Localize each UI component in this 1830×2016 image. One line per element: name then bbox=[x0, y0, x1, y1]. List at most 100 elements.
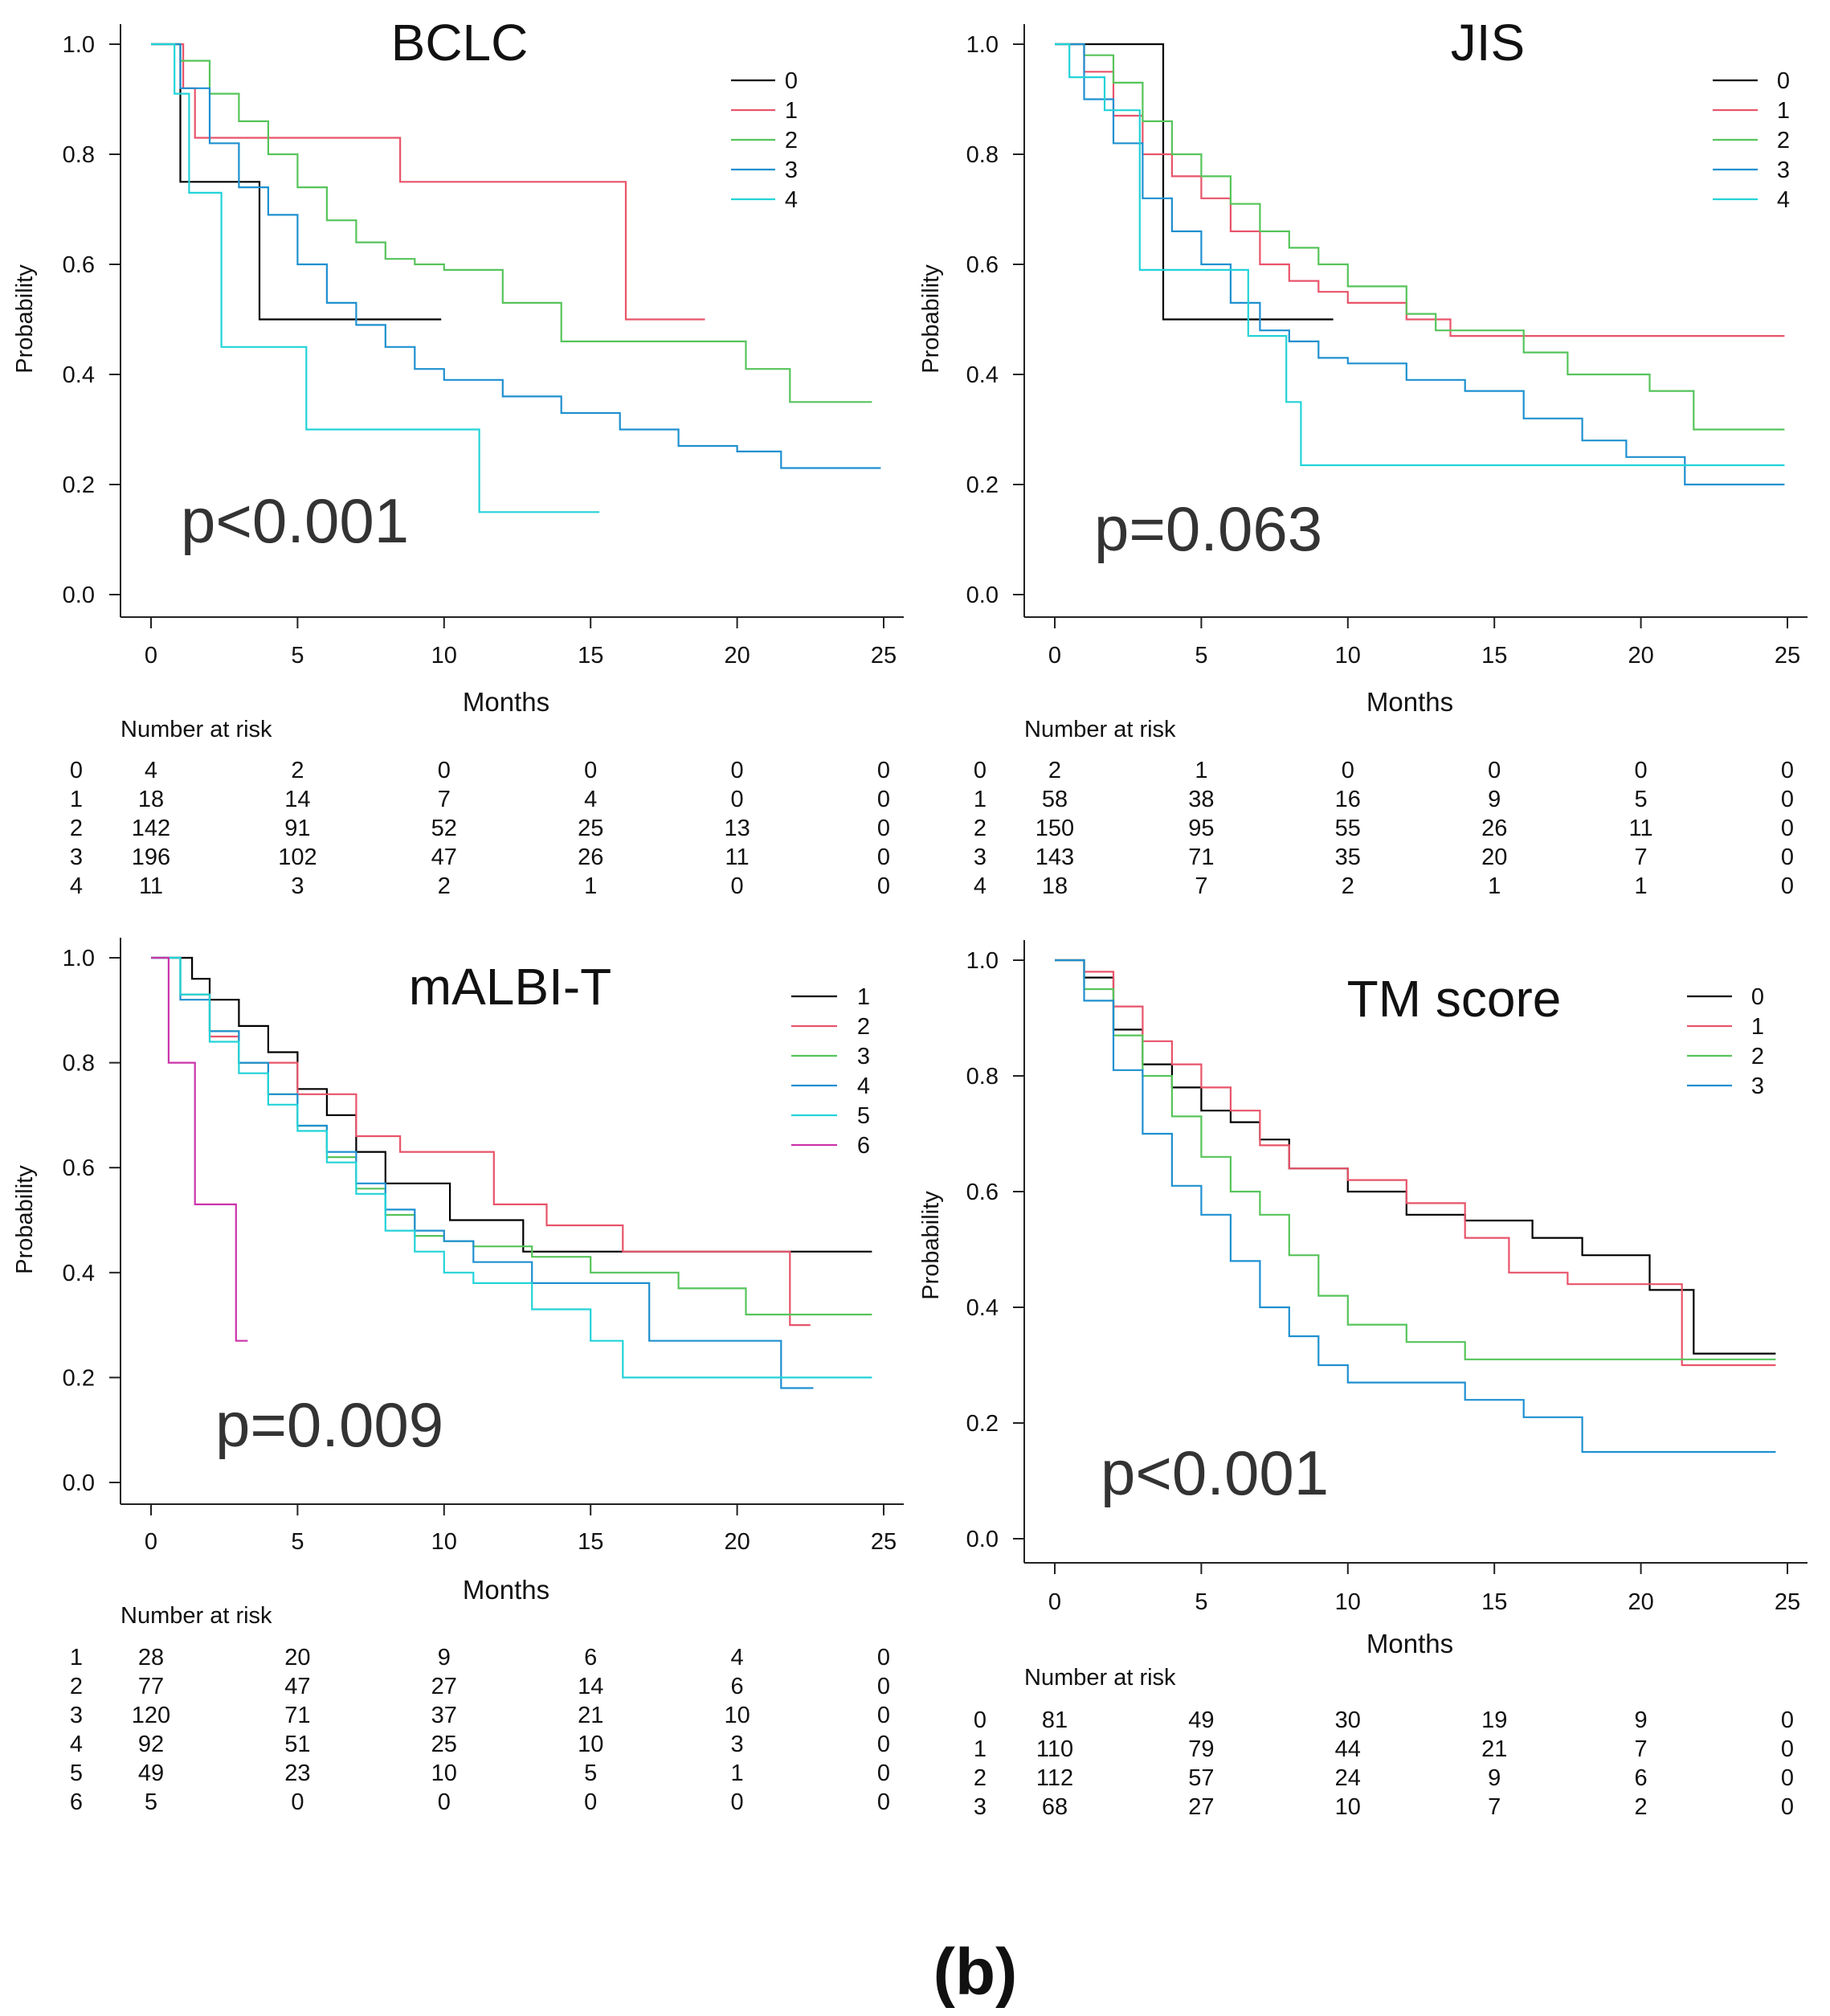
survival-curve-group-6 bbox=[151, 956, 248, 1342]
y-tick-label: 0.0 bbox=[966, 583, 999, 608]
risk-count: 4 bbox=[731, 1645, 744, 1670]
y-tick-label: 0.4 bbox=[966, 1295, 999, 1321]
survival-curve-group-1 bbox=[151, 956, 872, 1253]
risk-count: 0 bbox=[1781, 1794, 1794, 1820]
x-tick-label: 0 bbox=[145, 1529, 157, 1555]
legend-label: 1 bbox=[1751, 1014, 1764, 1040]
risk-count: 35 bbox=[1335, 844, 1361, 870]
risk-count: 11 bbox=[725, 844, 750, 870]
risk-count: 71 bbox=[284, 1703, 310, 1728]
risk-count: 37 bbox=[431, 1703, 457, 1728]
risk-count: 0 bbox=[1781, 1707, 1794, 1733]
survival-curve-group-2 bbox=[151, 43, 872, 403]
risk-count: 81 bbox=[1042, 1707, 1068, 1733]
x-tick-label: 15 bbox=[1481, 643, 1507, 669]
x-tick-label: 15 bbox=[578, 643, 603, 669]
risk-count: 51 bbox=[284, 1732, 310, 1757]
p-value-label: p<0.001 bbox=[1101, 1437, 1329, 1508]
risk-row-group-label: 0 bbox=[974, 758, 986, 783]
x-tick-label: 25 bbox=[871, 643, 897, 669]
risk-count: 9 bbox=[1488, 1765, 1501, 1791]
legend-label: 4 bbox=[785, 187, 798, 213]
x-tick-label: 5 bbox=[291, 1529, 304, 1555]
risk-row-group-label: 2 bbox=[70, 1674, 83, 1699]
risk-row-group-label: 1 bbox=[70, 787, 83, 812]
risk-count: 23 bbox=[284, 1760, 310, 1786]
risk-count: 10 bbox=[431, 1760, 457, 1786]
risk-count: 2 bbox=[1635, 1794, 1648, 1820]
risk-count: 11 bbox=[139, 873, 163, 899]
risk-row-group-label: 2 bbox=[974, 816, 986, 841]
survival-curve-group-1 bbox=[151, 43, 705, 321]
y-tick-label: 0.2 bbox=[63, 1365, 95, 1391]
risk-row-group-label: 4 bbox=[974, 873, 986, 899]
y-axis-title: Probability bbox=[918, 1191, 944, 1300]
x-tick-label: 20 bbox=[1628, 1589, 1653, 1615]
survival-curve-group-4 bbox=[151, 43, 600, 513]
risk-count: 26 bbox=[1481, 816, 1507, 841]
risk-count: 7 bbox=[1195, 873, 1207, 899]
risk-count: 0 bbox=[584, 758, 597, 783]
risk-count: 1 bbox=[1488, 873, 1501, 899]
p-value-label: p=0.009 bbox=[215, 1389, 443, 1460]
risk-row-group-label: 5 bbox=[70, 1760, 83, 1786]
risk-count: 0 bbox=[1342, 758, 1354, 783]
survival-curve-group-5 bbox=[151, 956, 872, 1379]
risk-row-group-label: 3 bbox=[70, 844, 83, 870]
risk-count: 0 bbox=[877, 787, 890, 812]
risk-count: 18 bbox=[138, 787, 164, 812]
risk-count: 4 bbox=[584, 787, 597, 812]
x-tick-label: 20 bbox=[724, 1529, 750, 1555]
risk-count: 0 bbox=[731, 873, 744, 899]
y-tick-label: 0.6 bbox=[63, 1155, 95, 1181]
x-tick-label: 10 bbox=[431, 643, 457, 669]
legend-label: 1 bbox=[1777, 98, 1790, 124]
x-axis-title: Months bbox=[463, 1575, 549, 1605]
legend-label: 2 bbox=[1777, 128, 1790, 153]
risk-count: 21 bbox=[1481, 1736, 1507, 1762]
x-tick-label: 20 bbox=[724, 643, 750, 669]
risk-count: 2 bbox=[291, 758, 304, 783]
risk-count: 7 bbox=[1635, 844, 1648, 870]
y-tick-label: 0.2 bbox=[966, 1411, 999, 1437]
risk-count: 142 bbox=[132, 816, 170, 841]
risk-count: 4 bbox=[145, 758, 157, 783]
survival-curve-group-3 bbox=[151, 43, 881, 469]
risk-row-group-label: 4 bbox=[70, 1732, 83, 1757]
x-tick-label: 10 bbox=[1335, 1589, 1361, 1615]
risk-count: 52 bbox=[431, 816, 457, 841]
risk-count: 19 bbox=[1481, 1707, 1507, 1733]
x-axis-title: Months bbox=[463, 687, 549, 717]
risk-count: 2 bbox=[1342, 873, 1354, 899]
risk-count: 0 bbox=[877, 1732, 890, 1757]
risk-count: 0 bbox=[1781, 844, 1794, 870]
risk-count: 196 bbox=[132, 844, 170, 870]
risk-count: 0 bbox=[1488, 758, 1501, 783]
risk-count: 10 bbox=[1335, 1794, 1361, 1820]
risk-count: 20 bbox=[284, 1645, 310, 1670]
x-tick-label: 10 bbox=[1335, 643, 1361, 669]
y-tick-label: 0.2 bbox=[966, 472, 999, 498]
x-tick-label: 15 bbox=[1481, 1589, 1507, 1615]
risk-count: 79 bbox=[1188, 1736, 1214, 1762]
y-tick-label: 0.6 bbox=[966, 252, 999, 278]
legend-label: 2 bbox=[1751, 1044, 1764, 1069]
risk-count: 7 bbox=[1635, 1736, 1648, 1762]
risk-count: 0 bbox=[877, 1674, 890, 1699]
survival-curve-group-3 bbox=[1055, 43, 1785, 486]
y-tick-label: 1.0 bbox=[63, 32, 95, 58]
risk-count: 150 bbox=[1036, 816, 1074, 841]
risk-count: 58 bbox=[1042, 787, 1068, 812]
risk-count: 77 bbox=[138, 1674, 164, 1699]
panel-title: mALBI-T bbox=[409, 958, 611, 1016]
figure-caption: (b) bbox=[933, 1936, 1018, 2009]
y-tick-label: 0.6 bbox=[63, 252, 95, 278]
legend-label: 0 bbox=[1751, 984, 1764, 1010]
risk-table-title: Number at risk bbox=[1024, 1665, 1176, 1691]
x-tick-label: 0 bbox=[145, 643, 157, 669]
risk-count: 16 bbox=[1335, 787, 1361, 812]
risk-table-title: Number at risk bbox=[1024, 717, 1176, 742]
x-tick-label: 5 bbox=[1195, 1589, 1207, 1615]
y-tick-label: 0.0 bbox=[966, 1527, 999, 1552]
panel-malbi-t: 0.00.20.40.60.81.00 5 10 15 20 25MonthsProbab… bbox=[12, 938, 904, 1815]
